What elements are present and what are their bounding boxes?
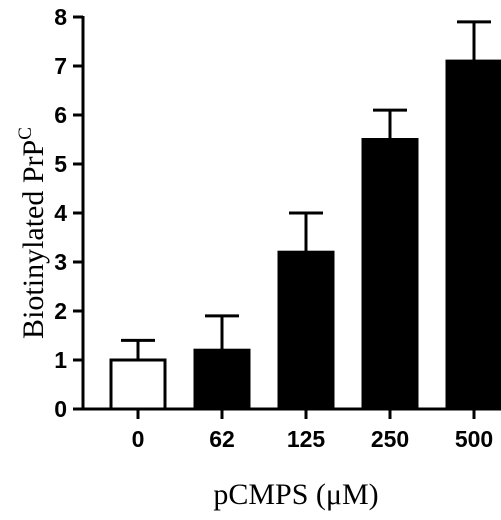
y-tick-label: 7 [54,53,67,79]
ticks-layer: 0 1 2 3 4 5 6 7 8 0 62 125 250 500 [54,4,493,452]
bar-0 [109,358,167,411]
y-tick-label: 6 [54,102,67,128]
bar-250 [361,138,419,411]
y-tick-label: 1 [54,347,67,373]
bars-layer [109,20,501,411]
bar-125 [277,250,335,411]
x-tick-label: 62 [209,426,235,452]
y-axis-title-main: Biotinylated PrP [17,140,50,339]
y-axis-title-superscript: C [15,127,36,140]
y-tick-label: 8 [54,4,67,30]
x-tick-label: 500 [455,426,493,452]
x-tick-label: 0 [132,426,145,452]
x-tick-label: 125 [287,426,326,452]
y-axis-title: Biotinylated PrPC [15,127,50,339]
bar-500 [445,59,501,411]
x-tick-label: 250 [371,426,409,452]
bar-62 [193,348,251,411]
x-axis-title: pCMPS (μM) [213,478,378,511]
y-tick-label: 3 [54,249,67,275]
y-tick-label: 2 [54,298,67,324]
y-tick-label: 5 [54,151,67,177]
y-tick-label: 4 [54,200,67,226]
y-tick-label: 0 [54,396,67,422]
